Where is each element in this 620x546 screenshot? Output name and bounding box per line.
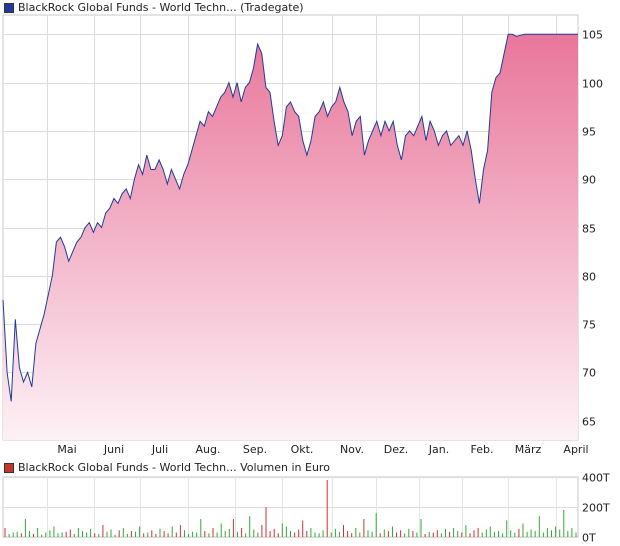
y-tick-label: 65 — [582, 416, 596, 429]
y-tick-label: 80 — [582, 271, 596, 284]
x-tick-label: April — [563, 443, 588, 456]
x-tick-label: Sep. — [243, 443, 267, 456]
price-legend-label: BlackRock Global Funds - World Techn... … — [18, 1, 304, 14]
price-chart: Mai Juni Juli Aug. Sep. Okt. Nov. Dez. Jan. Feb. M… — [2, 14, 603, 456]
volume-y-tick-label: 0T — [582, 532, 596, 545]
y-tick-label: 70 — [582, 367, 596, 380]
x-tick-label: Juli — [151, 443, 168, 456]
y-tick-label: 75 — [582, 319, 596, 332]
y-tick-label: 95 — [582, 126, 596, 139]
x-tick-label: Dez. — [384, 443, 409, 456]
x-tick-label: Mai — [57, 443, 76, 456]
x-tick-label: März — [515, 443, 542, 456]
price-legend: BlackRock Global Funds - World Techn... … — [4, 1, 304, 14]
volume-y-tick-label: 400T — [582, 472, 610, 485]
volume-legend-swatch — [4, 462, 14, 473]
price-legend-swatch — [4, 2, 14, 13]
x-tick-label: Feb. — [471, 443, 494, 456]
y-tick-label: 100 — [582, 78, 603, 91]
x-tick-label: Juni — [103, 443, 124, 456]
x-tick-label: Nov. — [340, 443, 364, 456]
volume-chart: 0T 200T 400T — [2, 472, 610, 545]
y-tick-label: 90 — [582, 174, 596, 187]
price-area — [3, 34, 578, 441]
y-tick-label: 105 — [582, 29, 603, 42]
y-tick-label: 85 — [582, 223, 596, 236]
x-tick-label: Aug. — [196, 443, 221, 456]
volume-legend: BlackRock Global Funds - World Techn... … — [4, 461, 330, 474]
price-line — [2, 33, 578, 402]
volume-y-tick-label: 200T — [582, 502, 610, 515]
x-tick-label: Okt. — [291, 443, 314, 456]
volume-legend-label: BlackRock Global Funds - World Techn... … — [18, 461, 330, 474]
x-tick-label: Jan. — [428, 443, 449, 456]
